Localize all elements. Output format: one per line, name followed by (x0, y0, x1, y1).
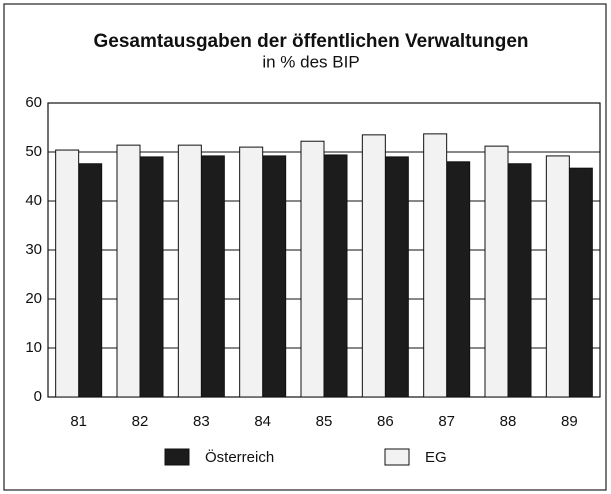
y-tick-label: 0 (34, 388, 42, 405)
chart-title: Gesamtausgaben der öffentlichen Verwaltu… (94, 31, 529, 52)
x-tick-label: 85 (316, 413, 333, 430)
bar (323, 154, 348, 398)
legend-label: EG (425, 449, 447, 466)
bar (239, 146, 264, 398)
bar (568, 167, 593, 398)
bar (384, 156, 409, 398)
bar (300, 140, 325, 398)
x-tick-label: 83 (193, 413, 210, 430)
bar (446, 161, 471, 398)
bar (507, 163, 532, 398)
y-tick-label: 40 (25, 192, 42, 209)
bar (177, 144, 202, 398)
x-tick-label: 87 (438, 413, 455, 430)
bar (200, 155, 225, 398)
x-tick-label: 89 (561, 413, 578, 430)
bar (139, 156, 164, 398)
x-tick-label: 88 (500, 413, 517, 430)
x-tick-label: 84 (254, 413, 271, 430)
x-tick-label: 86 (377, 413, 394, 430)
y-tick-label: 10 (25, 339, 42, 356)
bar (262, 155, 287, 398)
y-tick-label: 60 (25, 94, 42, 111)
legend-swatch (164, 448, 190, 466)
y-tick-label: 30 (25, 241, 42, 258)
frame (3, 3, 607, 491)
y-tick-label: 20 (25, 290, 42, 307)
bar (361, 134, 386, 398)
bar (55, 149, 80, 398)
y-tick-label: 50 (25, 143, 42, 160)
bar (116, 144, 141, 398)
x-tick-label: 82 (132, 413, 149, 430)
chart-subtitle: in % des BIP (262, 52, 359, 71)
bar (545, 155, 570, 398)
bar (484, 145, 509, 398)
legend-swatch (384, 448, 410, 466)
x-tick-label: 81 (70, 413, 87, 430)
bar (423, 133, 448, 398)
bar (78, 163, 103, 398)
legend-label: Österreich (205, 448, 274, 466)
